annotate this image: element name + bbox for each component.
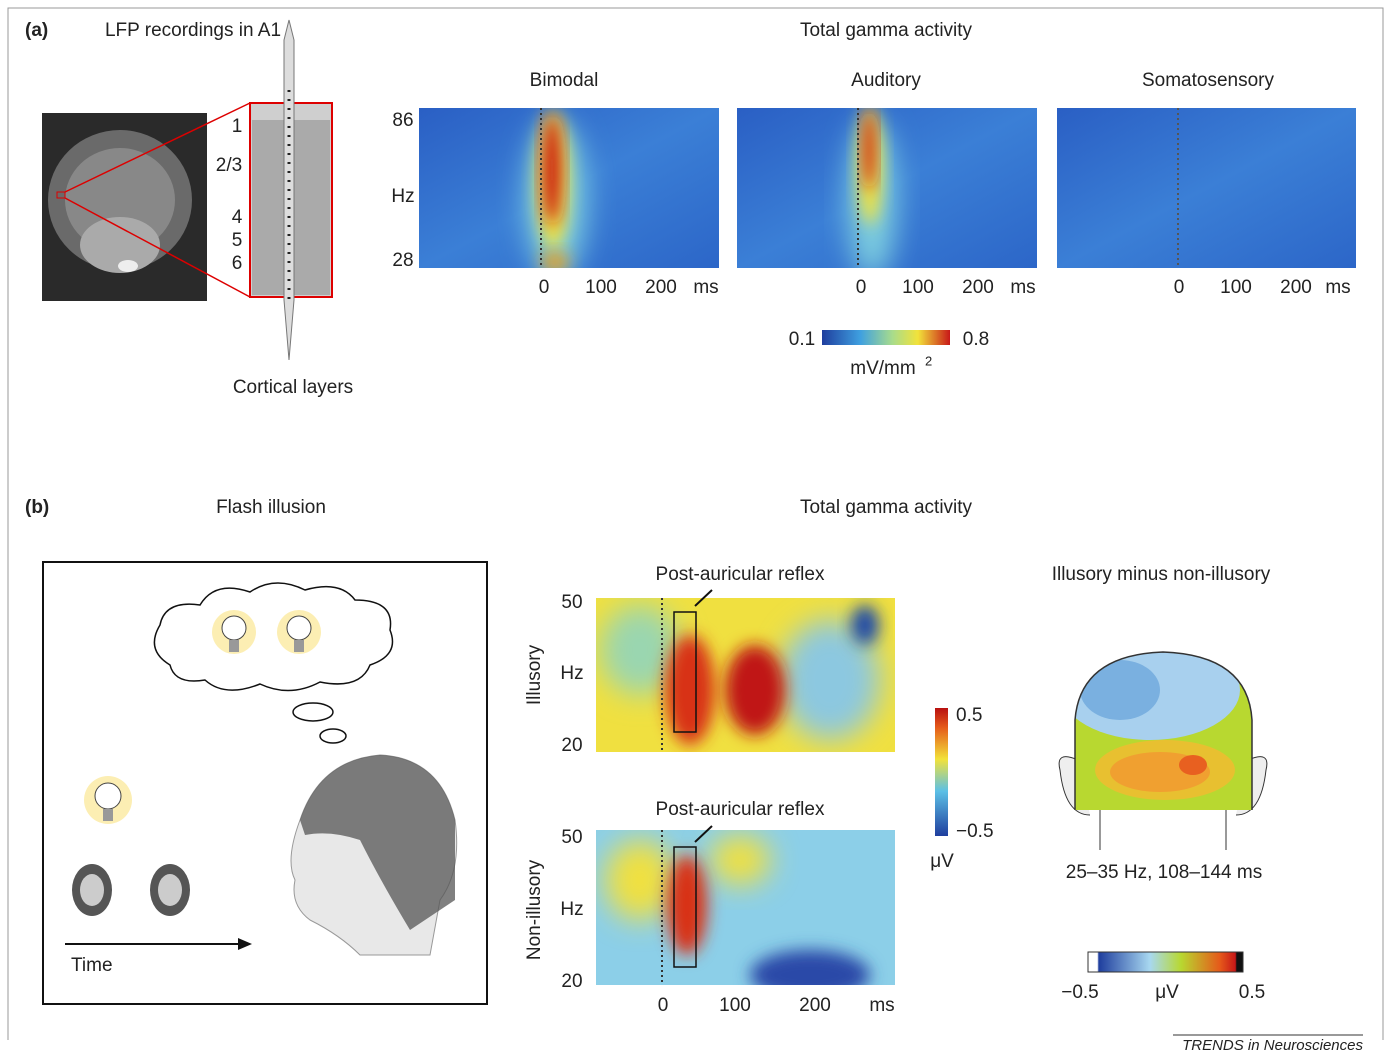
- panel-label: (b): [25, 497, 49, 518]
- x-unit: ms: [1010, 277, 1035, 298]
- x-tick-label: 100: [719, 995, 751, 1016]
- heatmap: [1057, 108, 1356, 268]
- x-unit: ms: [693, 277, 718, 298]
- x-tick-label: 100: [902, 277, 934, 298]
- row-label: Non-illusory: [524, 859, 545, 960]
- section-title: Total gamma activity: [800, 20, 973, 41]
- panel-title: LFP recordings in A1: [105, 20, 281, 41]
- plot-title: Auditory: [851, 70, 921, 91]
- y-label: 20: [561, 735, 582, 756]
- footer: TRENDS in Neurosciences: [1182, 1037, 1363, 1054]
- section-title: Total gamma activity: [800, 497, 973, 518]
- heatmap: [737, 105, 1037, 280]
- y-label: 28: [392, 250, 413, 271]
- heatmap: [419, 108, 719, 280]
- x-unit: ms: [1325, 277, 1350, 298]
- y-label: Hz: [391, 186, 414, 207]
- panel-label: (a): [25, 20, 48, 41]
- colorbar-label: 0.1: [789, 329, 815, 350]
- y-label: 50: [561, 592, 582, 613]
- caption: 25–35 Hz, 108–144 ms: [1066, 862, 1262, 883]
- colorbar-label: −0.5: [1061, 982, 1099, 1003]
- x-tick-label: 200: [799, 995, 831, 1016]
- plot-title: Post-auricular reflex: [656, 564, 825, 585]
- x-tick-label: 0: [658, 995, 669, 1016]
- colorbar-unit: μV: [930, 851, 954, 872]
- colorbar-label: 0.5: [956, 705, 982, 726]
- plot-title: Illusory minus non-illusory: [1052, 564, 1271, 585]
- colorbar-unit-sup: 2: [925, 353, 932, 368]
- x-tick-label: 100: [585, 277, 617, 298]
- mri-image: [42, 113, 207, 301]
- colorbar-label: 0.8: [963, 329, 989, 350]
- row-label: Illusory: [524, 644, 545, 705]
- y-label: 20: [561, 971, 582, 992]
- heatmap: [596, 830, 895, 1000]
- plot-title: Somatosensory: [1142, 70, 1275, 91]
- plot-title: Post-auricular reflex: [656, 799, 825, 820]
- colorbar: [935, 708, 948, 836]
- x-tick-label: 0: [1174, 277, 1185, 298]
- plot-title: Bimodal: [530, 70, 599, 91]
- colorbar: [1088, 952, 1243, 972]
- caption: Cortical layers: [233, 377, 353, 398]
- layer-label: 5: [232, 230, 243, 251]
- x-tick-label: 200: [962, 277, 994, 298]
- electrode: [284, 20, 294, 360]
- x-unit: ms: [869, 995, 894, 1016]
- colorbar-unit: μV: [1155, 982, 1179, 1003]
- panel-title: Flash illusion: [216, 497, 326, 518]
- layer-label: 4: [232, 207, 243, 228]
- y-label: 50: [561, 827, 582, 848]
- x-tick-label: 0: [539, 277, 550, 298]
- colorbar-label: 0.5: [1239, 982, 1265, 1003]
- layer-label: 2/3: [216, 155, 242, 176]
- time-label: Time: [71, 955, 113, 976]
- colorbar: [822, 330, 950, 345]
- layer-label: 1: [232, 116, 243, 137]
- colorbar-label: −0.5: [956, 821, 994, 842]
- colorbar-unit: mV/mm: [850, 358, 915, 379]
- y-label: 86: [392, 110, 413, 131]
- layer-label: 6: [232, 253, 243, 274]
- y-label: Hz: [560, 663, 583, 684]
- x-tick-label: 0: [856, 277, 867, 298]
- figure: (a) LFP recordings in A1 1 2/3 4 5 6 Cor…: [0, 0, 1391, 1059]
- x-tick-label: 200: [1280, 277, 1312, 298]
- x-tick-label: 200: [645, 277, 677, 298]
- heatmap: [596, 598, 895, 752]
- x-tick-label: 100: [1220, 277, 1252, 298]
- topo-head: [1059, 640, 1267, 850]
- y-label: Hz: [560, 899, 583, 920]
